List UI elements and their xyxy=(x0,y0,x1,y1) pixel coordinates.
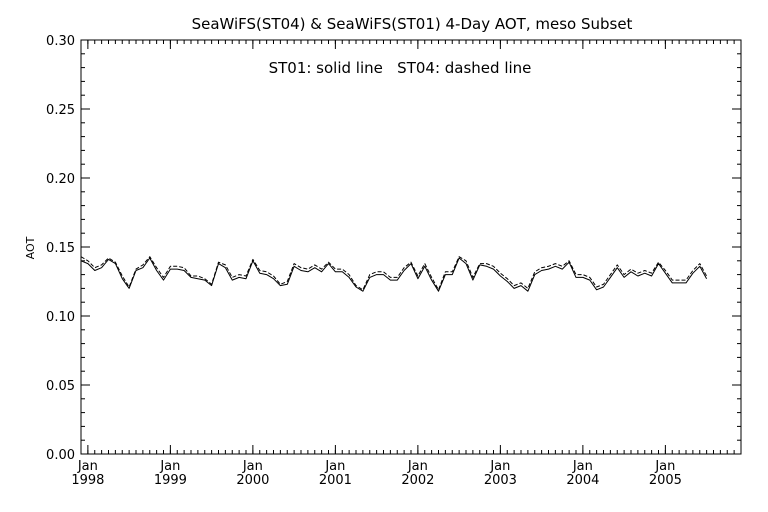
x-tick-year: 2000 xyxy=(236,473,269,488)
plot-frame xyxy=(80,39,742,455)
x-tick-month: Jan xyxy=(77,459,98,474)
chart-title: SeaWiFS(ST04) & SeaWiFS(ST01) 4-Day AOT,… xyxy=(192,15,633,33)
y-tick-label: 0.30 xyxy=(46,34,75,49)
x-tick-year: 2001 xyxy=(319,473,352,488)
x-tick-year: 2002 xyxy=(401,473,434,488)
x-tick-month: Jan xyxy=(324,459,345,474)
y-axis-label: AOT xyxy=(24,236,37,259)
axis-ticks: 0.000.050.100.150.200.250.30Jan1998Jan19… xyxy=(46,34,742,488)
y-tick-label: 0.10 xyxy=(46,310,75,325)
x-tick-month: Jan xyxy=(654,459,675,474)
series-line-dashed xyxy=(80,256,708,291)
x-tick-month: Jan xyxy=(242,459,263,474)
x-tick-year: 1998 xyxy=(71,473,104,488)
y-tick-label: 0.00 xyxy=(46,448,75,463)
x-tick-year: 2004 xyxy=(566,473,599,488)
legend-annotation: ST01: solid line ST04: dashed line xyxy=(269,59,532,77)
x-tick-month: Jan xyxy=(572,459,593,474)
x-tick-month: Jan xyxy=(489,459,510,474)
y-tick-label: 0.25 xyxy=(46,103,75,118)
y-tick-label: 0.05 xyxy=(46,379,75,394)
y-tick-label: 0.15 xyxy=(46,241,75,256)
series-group xyxy=(80,256,708,292)
x-tick-year: 1999 xyxy=(154,473,187,488)
series-line-solid xyxy=(80,257,708,292)
x-tick-month: Jan xyxy=(159,459,180,474)
y-tick-label: 0.20 xyxy=(46,172,75,187)
x-tick-year: 2005 xyxy=(649,473,682,488)
x-tick-year: 2003 xyxy=(484,473,517,488)
x-tick-month: Jan xyxy=(407,459,428,474)
